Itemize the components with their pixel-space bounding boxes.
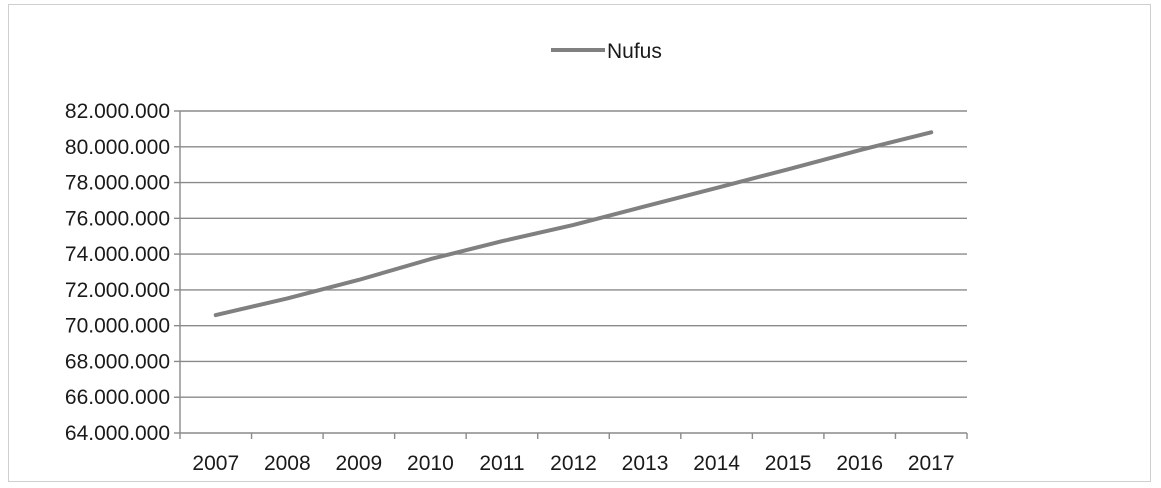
legend-label: Nufus <box>607 40 662 63</box>
y-tick-label: 74.000.000 <box>65 243 170 266</box>
y-tick-label: 64.000.000 <box>65 422 170 445</box>
legend: Nufus <box>551 40 662 63</box>
y-tick-label: 70.000.000 <box>65 315 170 338</box>
data-point <box>428 257 432 261</box>
data-point <box>285 296 289 300</box>
y-tick-label: 78.000.000 <box>65 172 170 195</box>
data-point <box>214 313 218 317</box>
x-tick-label: 2008 <box>264 452 311 475</box>
data-point <box>643 204 647 208</box>
axes <box>179 111 967 434</box>
x-tick-label: 2007 <box>192 452 239 475</box>
x-tick-label: 2016 <box>836 452 883 475</box>
x-tick-label: 2009 <box>336 452 383 475</box>
x-tick-label: 2012 <box>550 452 597 475</box>
data-point <box>572 223 575 227</box>
data-point <box>500 239 504 243</box>
series-group <box>213 130 934 318</box>
x-tick-label: 2017 <box>908 452 955 475</box>
y-tick-label: 82.000.000 <box>65 100 170 123</box>
chart-frame: 64.000.000 66.000.000 68.000.000 70.000.000… <box>8 4 1151 482</box>
data-point <box>357 278 361 282</box>
y-tick-label: 72.000.000 <box>65 279 170 302</box>
y-tick-label: 68.000.000 <box>65 350 170 373</box>
x-axis-ticks: 2007 2008 2009 2010 2011 2012 2013 2014 2015 2016… <box>179 433 968 475</box>
data-point <box>858 148 862 152</box>
y-axis-ticks: 64.000.000 66.000.000 68.000.000 70.000.000… <box>65 100 180 445</box>
data-point <box>929 130 933 134</box>
line-chart: 64.000.000 66.000.000 68.000.000 70.000.000… <box>65 40 968 475</box>
data-point <box>715 186 719 190</box>
x-tick-label: 2015 <box>765 452 812 475</box>
x-tick-label: 2011 <box>479 452 524 475</box>
x-tick-label: 2014 <box>693 452 740 475</box>
data-point <box>786 167 790 171</box>
y-tick-label: 76.000.000 <box>65 207 170 230</box>
x-tick-label: 2013 <box>622 452 669 475</box>
x-tick-label: 2010 <box>407 452 454 475</box>
y-tick-label: 80.000.000 <box>65 136 170 159</box>
gridlines <box>180 110 967 398</box>
y-tick-label: 66.000.000 <box>65 386 170 409</box>
